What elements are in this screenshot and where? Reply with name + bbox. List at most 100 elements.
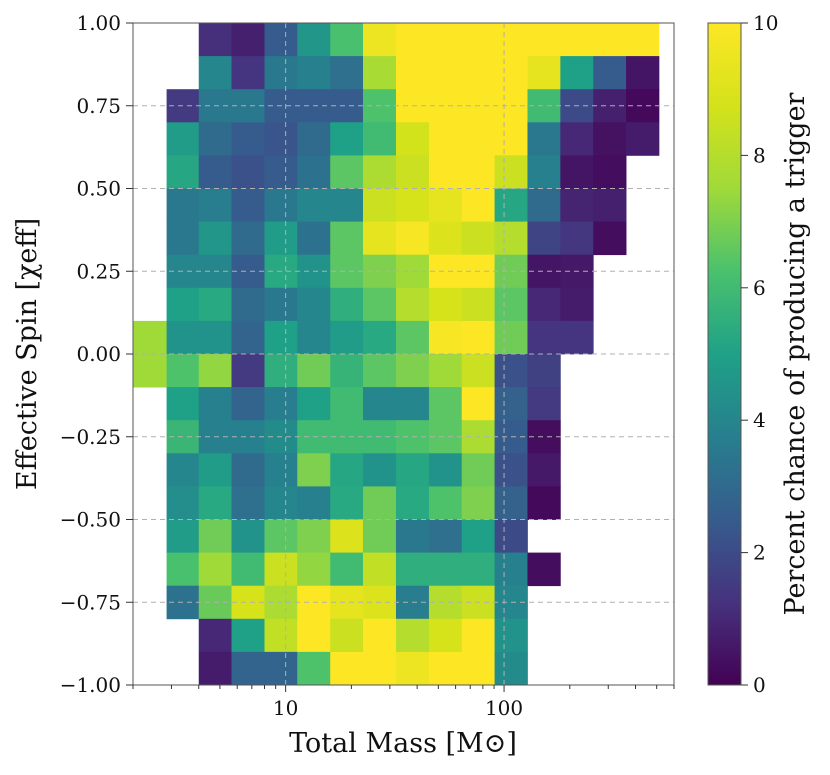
heatmap-cell [461, 122, 495, 156]
heatmap-cell [297, 188, 331, 222]
heatmap-cell [593, 56, 627, 90]
heatmap-cell [461, 387, 495, 421]
heatmap-cell [428, 56, 463, 90]
heatmap-cell [297, 287, 331, 322]
heatmap-cell [626, 23, 660, 57]
heatmap-cell [264, 23, 298, 57]
heatmap-cell [461, 453, 495, 487]
heatmap-cell [264, 387, 298, 421]
heatmap-cell [428, 188, 463, 222]
heatmap-cell [395, 122, 430, 156]
heatmap-cell [428, 453, 463, 487]
heatmap-cell [428, 354, 463, 388]
heatmap-cell [494, 618, 528, 653]
y-tick-label: −1.00 [60, 673, 121, 697]
colorbar-tick-label: 0 [753, 673, 766, 697]
heatmap-cell [231, 23, 265, 57]
heatmap-cell [494, 56, 528, 90]
heatmap-cell [362, 56, 397, 90]
heatmap-cell [330, 23, 364, 57]
heatmap-cell [461, 56, 495, 90]
heatmap-cell [166, 453, 200, 487]
heatmap-cell [231, 552, 265, 587]
heatmap-cell [362, 453, 397, 487]
heatmap-cell [494, 651, 528, 686]
heatmap-cell [494, 453, 528, 487]
heatmap-cell [330, 453, 364, 487]
heatmap-cell [428, 122, 463, 156]
heatmap-cell [297, 155, 331, 189]
heatmap-cell [231, 320, 265, 355]
heatmap-cell [330, 486, 364, 520]
heatmap-cell [330, 519, 364, 553]
heatmap-cell [395, 23, 430, 57]
heatmap-cell [231, 519, 265, 553]
heatmap-cell [527, 320, 561, 355]
heatmap-cell [198, 155, 232, 189]
colorbar-tick-label: 6 [753, 276, 766, 300]
heatmap-cell [461, 651, 495, 686]
heatmap-cell [362, 122, 397, 156]
heatmap-cell [527, 122, 561, 156]
heatmap-cell [428, 155, 463, 189]
heatmap-cell [593, 155, 627, 189]
heatmap-cell [461, 287, 495, 322]
heatmap-cell [461, 320, 495, 355]
heatmap-cell [166, 387, 200, 421]
heatmap-cell [560, 23, 594, 57]
heatmap-cell [297, 387, 331, 421]
heatmap-cell [395, 155, 430, 189]
heatmap-cell [593, 122, 627, 156]
heatmap-cell [494, 519, 528, 553]
heatmap-cell [428, 618, 463, 653]
heatmap-cell [297, 519, 331, 553]
heatmap-cell [362, 188, 397, 222]
y-axis-label: Effective Spin [χeff] [12, 218, 43, 490]
heatmap-cell [198, 320, 232, 355]
colorbar-tick-label: 10 [753, 11, 778, 35]
heatmap-cell [166, 287, 200, 322]
heatmap-cell [494, 122, 528, 156]
heatmap-cell [231, 287, 265, 322]
heatmap-cell [166, 519, 200, 553]
heatmap-cell [428, 320, 463, 355]
heatmap-cell [527, 155, 561, 189]
x-axis-label: Total Mass [M⊙] [289, 728, 517, 759]
heatmap-cell [330, 122, 364, 156]
heatmap-cell [133, 320, 167, 355]
heatmap-cell [166, 486, 200, 520]
heatmap-cell [395, 387, 430, 421]
heatmap-cell [494, 354, 528, 388]
heatmap-cell [395, 320, 430, 355]
heatmap-cell [297, 618, 331, 653]
heatmap-cell [297, 453, 331, 487]
heatmap-cell [494, 552, 528, 587]
heatmap-cell [494, 320, 528, 355]
colorbar [707, 22, 742, 686]
heatmap-cell [297, 354, 331, 388]
y-tick-label: −0.75 [60, 590, 121, 614]
heatmap-cell [527, 552, 561, 587]
heatmap-cell [395, 651, 430, 686]
heatmap-cell [198, 486, 232, 520]
heatmap-cell [362, 23, 397, 57]
heatmap-cell [428, 221, 463, 256]
y-tick-label: −0.50 [60, 508, 121, 532]
heatmap-cell [527, 387, 561, 421]
heatmap-cell [428, 651, 463, 686]
heatmap-cell [198, 23, 232, 57]
heatmap-cell [166, 221, 200, 256]
heatmap-cell [395, 221, 430, 256]
heatmap-cell [527, 453, 561, 487]
heatmap-cell [428, 486, 463, 520]
heatmap-cell [461, 618, 495, 653]
heatmap-cell [231, 221, 265, 256]
heatmap-cell [198, 453, 232, 487]
heatmap-cell [231, 453, 265, 487]
heatmap-cell [166, 122, 200, 156]
heatmap-cell [264, 122, 298, 156]
heatmap-cell [461, 552, 495, 587]
heatmap-cell [264, 453, 298, 487]
heatmap-cell [297, 552, 331, 587]
